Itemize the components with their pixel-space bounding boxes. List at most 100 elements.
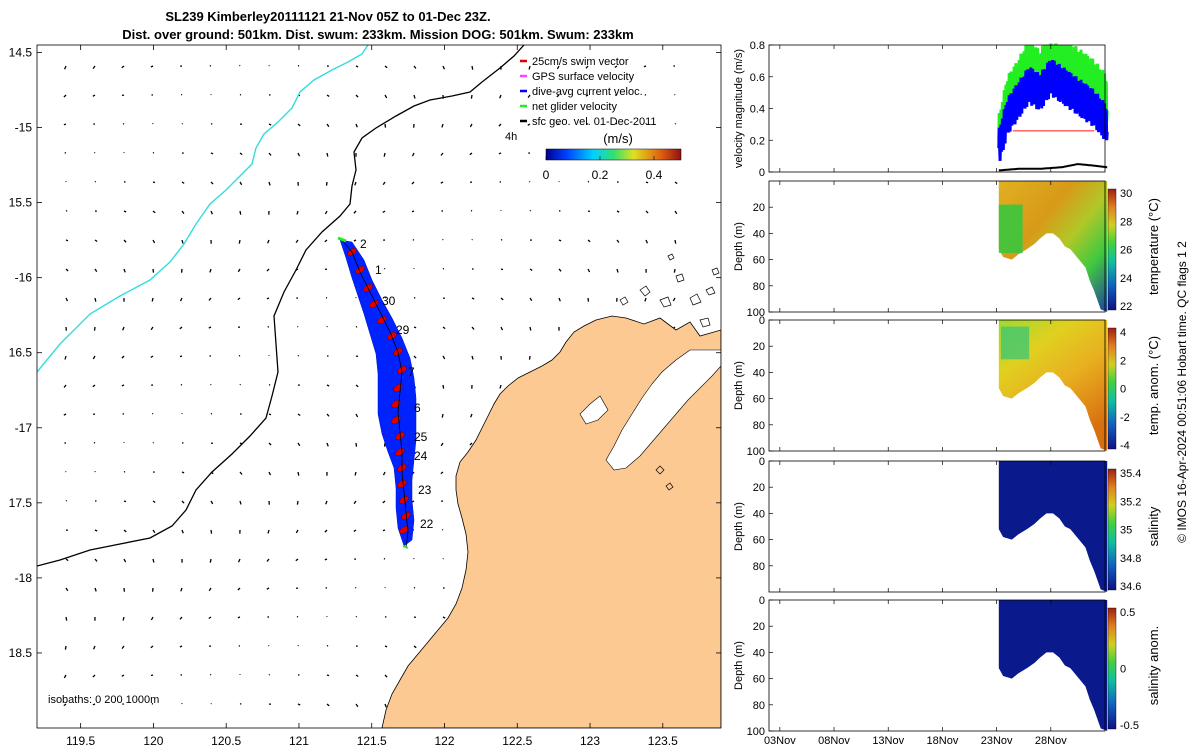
velocity-vector — [93, 441, 96, 444]
day-label: 6 — [414, 401, 421, 415]
velocity-vector — [266, 587, 270, 590]
colorbar-tick-label: 0.2 — [592, 168, 609, 182]
velocity-vector — [471, 355, 474, 360]
y-tick-label: 0.8 — [750, 40, 765, 52]
map-x-tick-label: 119.5 — [66, 734, 95, 748]
map-y-tick-label: -17 — [15, 421, 33, 435]
map-x-tick-label: 122.5 — [502, 734, 532, 748]
velocity-vector — [498, 123, 502, 127]
velocity-vector — [384, 123, 387, 128]
velocity-vector — [471, 326, 475, 330]
velocity-vector — [441, 123, 444, 128]
temperature-section — [998, 181, 1108, 312]
velocity-vector — [92, 674, 96, 678]
y-tick-label: 60 — [753, 394, 765, 406]
velocity-vector — [470, 209, 473, 212]
velocity-vector — [326, 703, 330, 707]
colorbar-tick-label: 22 — [1120, 301, 1132, 313]
velocity-vector — [353, 500, 357, 505]
velocity-vector — [210, 412, 213, 415]
velocity-vector — [237, 587, 241, 591]
velocity-vector — [94, 297, 97, 302]
y-tick-label: 40 — [753, 228, 765, 240]
velocity-vector — [469, 123, 473, 128]
velocity-vector — [94, 268, 98, 273]
velocity-vector — [674, 239, 677, 244]
map-x-tick-label: 120.5 — [211, 734, 241, 748]
swim-vector — [399, 496, 409, 504]
colorbar-tick-label: 35 — [1120, 525, 1132, 537]
velocity-vector — [383, 267, 386, 270]
velocity-vector — [587, 268, 591, 273]
velocity-vector — [92, 65, 96, 69]
velocity-vector — [674, 210, 678, 215]
velocity-vector — [152, 181, 156, 184]
y-tick-label: 20 — [753, 482, 765, 494]
y-tick-label: 20 — [753, 621, 765, 633]
glider-track-line — [340, 238, 409, 549]
velocity-vector — [64, 355, 67, 360]
colorbar — [1107, 468, 1117, 591]
velocity-vector — [239, 181, 243, 186]
map-y-ticks: 14.5 -15 15.5 -16 16.5 -17 17.5 -18 18.5 — [9, 46, 721, 660]
velocity-vector — [556, 94, 560, 98]
velocity-vector — [123, 558, 127, 563]
velocity-vector — [324, 210, 328, 215]
temperature-cool-patch — [998, 204, 1023, 254]
velocity-vector — [296, 615, 299, 618]
velocity-vector — [498, 152, 502, 155]
velocity-vector — [121, 645, 125, 649]
panel-5: 0 20 40 60 80 100 0.5 0 -0.5 salinity anom. Depth … — [733, 595, 1161, 738]
velocity-vector — [326, 442, 329, 447]
velocity-vector — [296, 500, 299, 505]
map-x-tick-label: 120 — [143, 734, 163, 748]
velocity-vector — [587, 297, 590, 302]
velocity-vector — [94, 529, 98, 532]
day-labels: 21 30 29 7 6 25 24 23 22 — [360, 237, 434, 531]
velocity-vector — [237, 558, 241, 563]
velocity-vector — [181, 210, 185, 214]
colorbar-tick-label: 26 — [1120, 245, 1132, 257]
velocity-vector — [268, 442, 272, 446]
velocity-vector — [442, 616, 446, 619]
velocity-vector — [63, 123, 67, 126]
panel-frame — [768, 599, 1106, 732]
y-tick-label: 0.4 — [750, 104, 765, 116]
velocity-vector — [297, 703, 301, 706]
velocity-vector — [208, 616, 212, 620]
velocity-vector — [324, 529, 328, 533]
velocity-vector — [355, 442, 358, 447]
velocity-vector — [92, 94, 96, 97]
velocity-vector — [382, 529, 386, 532]
velocity-vector — [238, 64, 241, 67]
velocity-vector — [355, 65, 359, 68]
velocity-vector — [556, 65, 560, 70]
velocity-vector — [440, 442, 444, 447]
y-tick-label: 100 — [747, 307, 765, 319]
velocity-vector — [384, 65, 388, 69]
velocity-vector — [210, 210, 213, 215]
colorbar-tick-label: 0 — [543, 168, 550, 182]
islands — [619, 253, 720, 491]
map-x-tick-label: 123.5 — [648, 734, 678, 748]
velocity-vector — [672, 297, 676, 302]
velocity-vector — [326, 94, 330, 97]
velocity-vector — [268, 152, 272, 156]
panel-frame — [768, 180, 1106, 313]
velocity-vector — [442, 355, 446, 360]
velocity-vector — [470, 94, 473, 99]
colorbar — [1107, 327, 1117, 450]
velocity-vector — [94, 587, 97, 592]
velocity-vector — [673, 268, 676, 273]
velocity-vector — [441, 413, 444, 418]
velocity-vector — [268, 413, 272, 416]
velocity-vector — [152, 268, 155, 273]
swim-vector — [377, 316, 387, 324]
velocity-vector — [355, 123, 358, 128]
title-line-2: Dist. over ground: 501km. Dist. swum: 23… — [122, 27, 634, 42]
velocity-vector — [150, 645, 154, 649]
velocity-vector — [239, 500, 242, 505]
glider-track-band — [339, 239, 417, 547]
